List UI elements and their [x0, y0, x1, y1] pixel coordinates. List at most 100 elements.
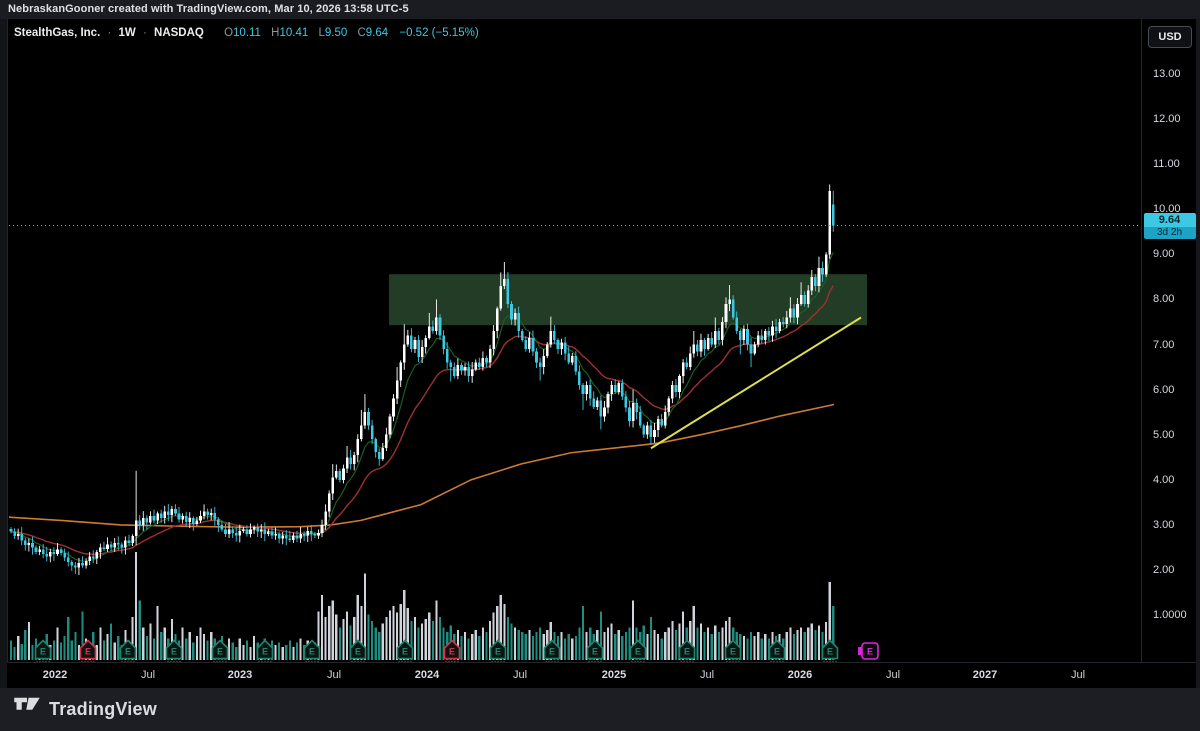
volume-bar [417, 627, 420, 660]
candle-body [84, 560, 88, 566]
candle-body [671, 385, 674, 399]
volume-bar [628, 627, 631, 660]
earnings-badge-icon[interactable]: E [629, 639, 647, 663]
earnings-badge-icon[interactable]: E [79, 639, 97, 663]
volume-bar [145, 636, 148, 660]
volume-bar [799, 627, 803, 660]
legend-separator: · [142, 27, 147, 39]
slow-ma-line[interactable] [8, 403, 835, 528]
price-axis[interactable]: USD 13.00 12.00 11.00 10.00 9.00 8.00 7.00 6.00… [1141, 19, 1196, 662]
volume-bar [335, 614, 338, 660]
candle-body [184, 515, 188, 523]
price-tick-label: 3.00 [1153, 518, 1175, 531]
volume-bar [13, 647, 16, 660]
volume-bar [539, 627, 542, 660]
mid-ema-line[interactable] [10, 285, 834, 556]
time-tick-year: 2025 [601, 669, 627, 681]
candle-body [234, 533, 238, 536]
candle-body [38, 549, 41, 552]
candle-body [81, 563, 84, 566]
earnings-badge-icon[interactable]: E [586, 639, 604, 663]
earnings-badge-icon[interactable]: E [396, 639, 414, 663]
earnings-badge-icon[interactable]: E [443, 639, 461, 663]
earnings-badge-icon[interactable]: E [543, 639, 561, 663]
candle-body [381, 448, 385, 460]
supply-zone-drawing[interactable] [389, 274, 867, 326]
candle-body [45, 554, 49, 557]
last-price-tag: 9.64 3d 2h [1143, 212, 1196, 239]
candle-body [735, 317, 739, 332]
volume-bar [110, 623, 113, 660]
candle-body [456, 364, 460, 377]
candle-body [259, 529, 263, 532]
volume-bar [488, 621, 492, 660]
volume-bar [324, 616, 327, 660]
volume-bar [138, 600, 141, 660]
candle-body [385, 434, 388, 449]
earnings-badge-icon[interactable]: E [34, 639, 52, 663]
earnings-badge-icon[interactable]: E [119, 639, 137, 663]
candle-body [66, 557, 70, 562]
volume-bar [410, 621, 413, 660]
candle-body [313, 533, 317, 536]
change-value: −0.52 (−5.15%) [399, 27, 479, 39]
candle-body [356, 439, 360, 456]
earnings-badge-icon[interactable]: E [858, 642, 879, 660]
currency-button[interactable]: USD [1148, 26, 1192, 48]
earnings-badge-icon[interactable]: E [165, 639, 183, 663]
candle-body [492, 331, 495, 350]
earnings-badge-icon[interactable]: E [678, 639, 696, 663]
volume-bar [135, 552, 138, 660]
svg-text:E: E [635, 647, 641, 657]
volume-bar [345, 611, 349, 660]
candle-body [220, 524, 224, 530]
volume-bar [760, 638, 763, 660]
candle-body [767, 331, 771, 336]
trendline-drawing[interactable] [650, 316, 862, 450]
earnings-badge-icon[interactable]: E [724, 639, 742, 663]
volume-bar [528, 629, 531, 660]
candle-body [739, 331, 742, 341]
volume-bar [360, 606, 363, 660]
attribution-text: NebraskanGooner created with TradingView… [8, 3, 409, 15]
time-axis[interactable]: 2022 Jul 2023 Jul 2024 Jul 2025 Jul 2026 Jul 2027 J… [7, 662, 1196, 688]
volume-bar [253, 636, 256, 660]
price-tick-label: 4.00 [1153, 473, 1175, 486]
volume-bar [621, 636, 624, 660]
candle-body [367, 412, 370, 426]
open-label: O [224, 27, 234, 39]
volume-bar [567, 634, 570, 660]
earnings-badge-icon[interactable]: E [489, 639, 507, 663]
earnings-badge-icon[interactable]: E [768, 639, 786, 663]
candle-body [453, 367, 456, 377]
candle-body [74, 565, 77, 568]
earnings-badge-icon[interactable]: E [303, 639, 321, 663]
interval-label[interactable]: 1W [118, 27, 136, 39]
volume-bar [692, 606, 695, 660]
symbol-title[interactable]: StealthGas, Inc. [14, 27, 101, 39]
volume-bar [299, 638, 302, 660]
svg-text:E: E [40, 647, 46, 657]
time-tick-month: Jul [1070, 669, 1086, 681]
earnings-badge-icon[interactable]: E [821, 639, 839, 663]
candle-body [646, 425, 649, 435]
exchange-label[interactable]: NASDAQ [154, 27, 204, 39]
volume-bar [392, 606, 395, 660]
volume-bar [442, 627, 445, 660]
candle-body [324, 511, 327, 525]
earnings-badge-icon[interactable]: E [349, 639, 367, 663]
candle-body [431, 326, 435, 332]
ohlc-values: O10.11 H10.41 L9.50 C9.64 −0.52 (−5.15%) [217, 27, 479, 39]
candle-body [31, 542, 34, 548]
volume-bar [95, 644, 98, 660]
candle-body [352, 455, 356, 465]
candle-body [395, 380, 399, 399]
earnings-badge-icon[interactable]: E [211, 639, 229, 663]
earnings-badge-icon[interactable]: E [256, 639, 274, 663]
candle-body [152, 515, 156, 521]
tradingview-brand[interactable]: TradingView [14, 697, 157, 721]
volume-bar [656, 634, 660, 660]
volume-bar [181, 627, 184, 660]
